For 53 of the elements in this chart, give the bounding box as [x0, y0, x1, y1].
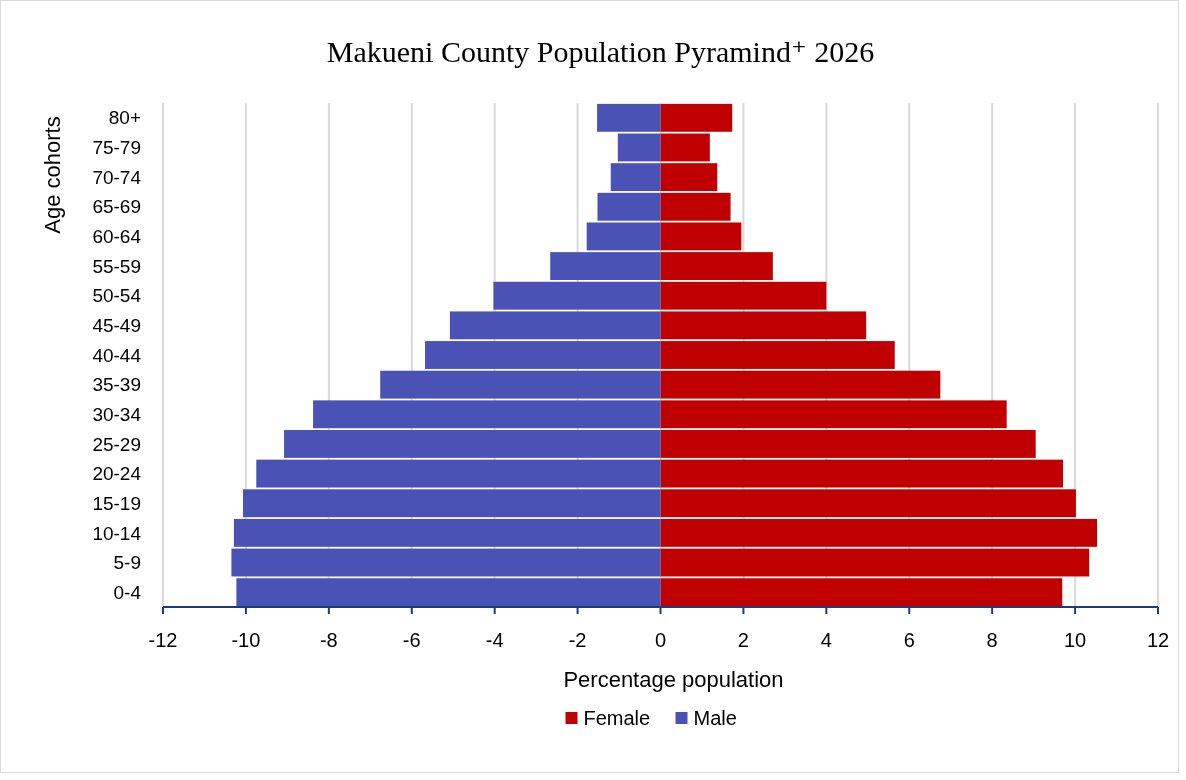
- bar: [233, 518, 661, 547]
- bar: [660, 518, 1098, 547]
- bar: [660, 163, 718, 192]
- y-tick-label: 60-64: [92, 226, 142, 248]
- bar: [284, 430, 661, 458]
- x-tick-label: -8: [319, 629, 338, 651]
- legend-label: Male: [693, 707, 737, 729]
- y-axis-title: Age cohorts: [40, 116, 65, 234]
- bar: [550, 252, 661, 280]
- x-tick-label: -6: [402, 629, 421, 651]
- bar: [617, 133, 661, 162]
- y-tick-label: 55-59: [92, 255, 141, 277]
- bar: [660, 252, 773, 280]
- y-tick-label: 10-14: [92, 522, 142, 544]
- bar: [425, 341, 661, 369]
- y-tick-label: 65-69: [92, 196, 141, 218]
- y-tick-label: 80+: [108, 107, 141, 129]
- x-tick-label: -2: [568, 629, 587, 651]
- bar: [660, 103, 733, 132]
- y-tick-label: 0-4: [113, 581, 142, 603]
- bar: [660, 578, 1063, 607]
- bar: [236, 578, 661, 607]
- y-tick-label: 35-39: [92, 374, 141, 396]
- y-tick-label: 25-29: [92, 433, 141, 455]
- y-tick-label: 45-49: [92, 315, 141, 336]
- bar: [597, 103, 661, 132]
- y-tick-label: 50-54: [92, 285, 142, 307]
- x-tick-label: -12: [148, 629, 178, 651]
- y-tick-label: 40-44: [92, 344, 142, 366]
- bar: [660, 341, 895, 369]
- y-tick-label: 5-9: [113, 552, 141, 574]
- y-tick-label: 75-79: [92, 137, 141, 159]
- chart-title: Makueni County Population Pyramind⁺ 2026: [326, 35, 875, 68]
- bar: [660, 430, 1036, 458]
- x-tick-label: 6: [903, 629, 915, 651]
- x-tick-label: 0: [654, 629, 667, 651]
- y-tick-label: 70-74: [92, 166, 142, 188]
- x-tick-label: 4: [820, 629, 832, 651]
- y-tick-label: 30-34: [92, 403, 142, 425]
- x-tick-label: -4: [485, 629, 504, 651]
- x-axis-title: Percentage population: [563, 667, 784, 692]
- y-tick-label: 20-24: [92, 463, 142, 485]
- bar: [231, 548, 661, 577]
- bar: [660, 548, 1090, 577]
- legend-label: Female: [583, 707, 651, 729]
- y-tick-label: 15-19: [92, 492, 141, 514]
- x-tick-label: -10: [231, 629, 261, 651]
- x-tick-label: 8: [986, 629, 998, 651]
- x-tick-label: 12: [1146, 629, 1170, 651]
- bar: [660, 133, 710, 162]
- x-tick-label: 2: [737, 629, 749, 651]
- bar: [610, 163, 661, 192]
- x-tick-label: 10: [1063, 629, 1087, 651]
